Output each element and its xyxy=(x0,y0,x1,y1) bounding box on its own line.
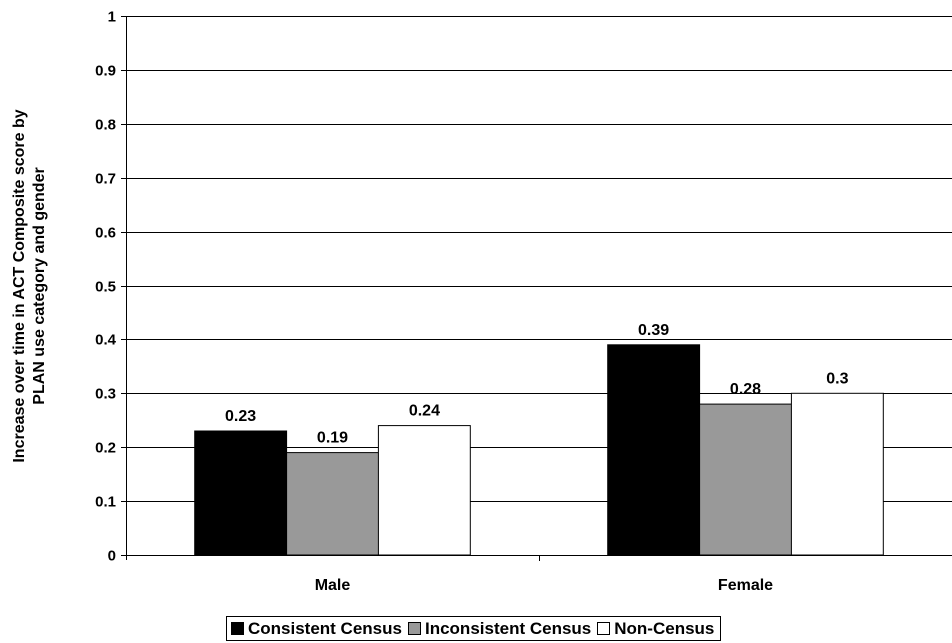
y-tick-label: 0.8 xyxy=(95,117,116,134)
bar-inconsistent-census-female xyxy=(699,403,792,556)
legend-item-inconsistent-census: Inconsistent Census xyxy=(407,618,592,639)
bars xyxy=(194,344,884,556)
y-tick-label: 0.1 xyxy=(95,494,116,511)
bar-inconsistent-census-male xyxy=(286,452,380,556)
y-tick-label: 0.4 xyxy=(95,332,117,349)
y-tick-label: 0.2 xyxy=(95,440,116,457)
legend: Consistent Census Inconsistent Census No… xyxy=(226,616,722,641)
y-axis-label-line-1: Increase over time in ACT Composite scor… xyxy=(11,109,28,462)
data-label: 0.23 xyxy=(225,408,256,425)
y-tick-label: 1 xyxy=(108,9,116,26)
y-tick-label: 0.5 xyxy=(95,279,116,296)
bar-consistent-census-female xyxy=(607,344,701,556)
data-labels: 0.23 0.19 0.24 0.39 0.28 0.3 xyxy=(225,322,849,447)
y-axis-label-line-2: PLAN use category and gender xyxy=(31,167,48,404)
data-label: 0.24 xyxy=(409,403,440,420)
bar-non-census-male xyxy=(377,425,471,556)
y-tick-label: 0 xyxy=(108,548,116,565)
legend-swatch-consistent-census xyxy=(231,622,244,635)
legend-label: Consistent Census xyxy=(248,618,402,638)
legend-item-consistent-census: Consistent Census xyxy=(231,619,402,639)
legend-swatch-inconsistent-census xyxy=(407,622,421,635)
y-tick-label: 0.9 xyxy=(95,63,116,80)
y-tick-label: 0.3 xyxy=(95,386,116,403)
data-label: 0.39 xyxy=(638,322,669,339)
y-tick-label: 0.7 xyxy=(95,171,116,188)
legend-swatch-non-census xyxy=(597,622,611,635)
y-tick-label: 0.6 xyxy=(95,225,116,242)
data-label: 0.19 xyxy=(317,430,348,447)
legend-item-non-census: Non-Census xyxy=(597,619,714,639)
bar-consistent-census-male xyxy=(194,430,288,556)
data-label: 0.3 xyxy=(826,370,848,387)
tick-labels: 0 0.1 0.2 0.3 0.4 0.5 0.6 0.7 0.8 0.9 1 Male Female xyxy=(95,9,773,595)
legend-label: Inconsistent Census xyxy=(424,618,592,638)
x-tick-label-male: Male xyxy=(315,577,351,594)
data-label: 0.28 xyxy=(730,381,761,398)
bar-non-census-female xyxy=(790,392,884,556)
x-tick-label-female: Female xyxy=(718,577,773,594)
legend-label: Non-Census xyxy=(614,618,715,638)
